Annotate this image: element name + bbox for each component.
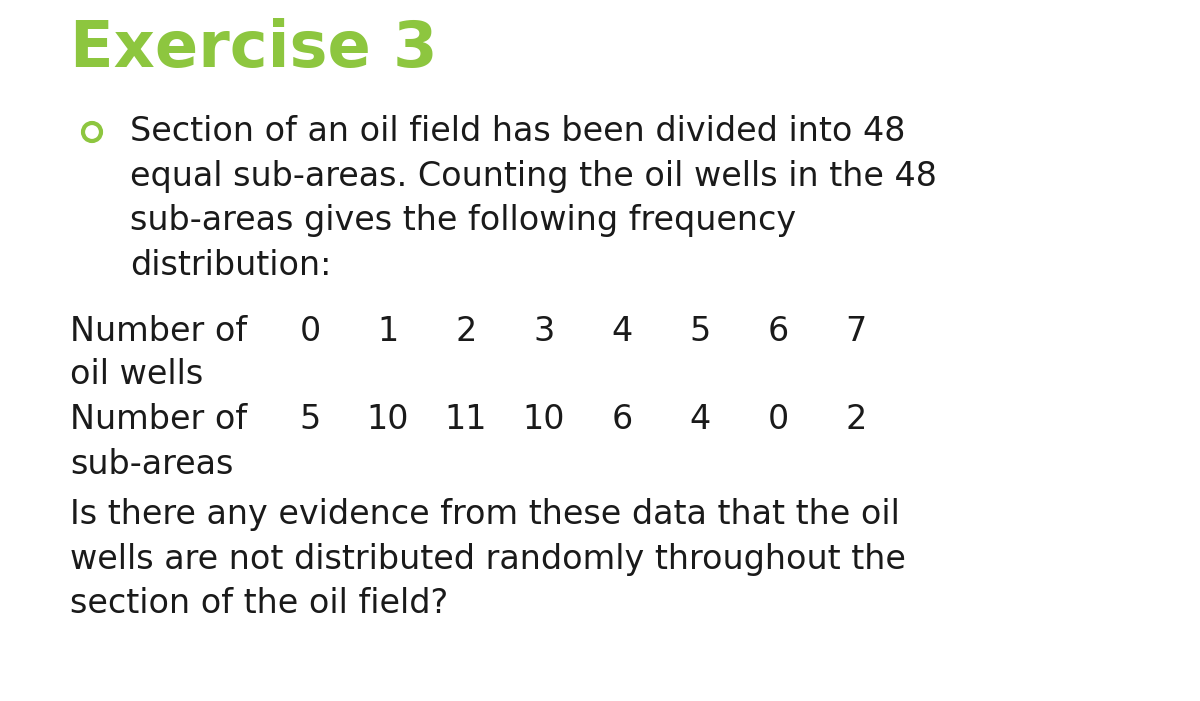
Text: Number of: Number of <box>70 403 247 436</box>
Text: 11: 11 <box>445 403 487 436</box>
Text: sub-areas: sub-areas <box>70 448 233 481</box>
Text: 0: 0 <box>299 315 320 348</box>
Text: 0: 0 <box>767 403 788 436</box>
Text: 7: 7 <box>845 315 866 348</box>
Text: 6: 6 <box>611 403 632 436</box>
Text: 4: 4 <box>611 315 632 348</box>
Text: oil wells: oil wells <box>70 358 203 391</box>
Text: 5: 5 <box>299 403 320 436</box>
Text: 6: 6 <box>767 315 788 348</box>
Text: 4: 4 <box>689 403 710 436</box>
Text: 5: 5 <box>689 315 710 348</box>
Text: Number of: Number of <box>70 315 247 348</box>
Text: Section of an oil field has been divided into 48
equal sub-areas. Counting the o: Section of an oil field has been divided… <box>130 115 937 282</box>
Text: 2: 2 <box>845 403 866 436</box>
Text: Exercise 3: Exercise 3 <box>70 18 438 80</box>
Text: 2: 2 <box>455 315 476 348</box>
Text: 10: 10 <box>523 403 565 436</box>
Text: 1: 1 <box>377 315 398 348</box>
Text: Is there any evidence from these data that the oil
wells are not distributed ran: Is there any evidence from these data th… <box>70 498 906 620</box>
Text: 3: 3 <box>533 315 554 348</box>
Text: 10: 10 <box>367 403 409 436</box>
